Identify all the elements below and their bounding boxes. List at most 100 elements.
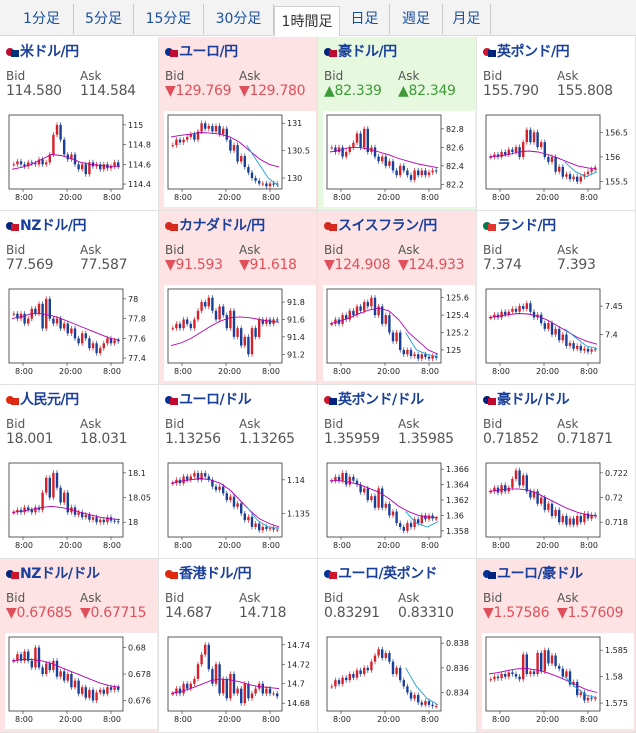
candle [576,345,579,349]
candle [34,507,37,513]
rate-card: 人民元/円 Bid Ask 18.001 18.031 18.1 18.05 18 8:00 20… [0,385,159,559]
candle [413,354,416,357]
candle [431,704,434,707]
pair-link[interactable]: ユーロ/英ポンド [324,563,438,583]
y-tick-label: 77.4 [128,354,146,363]
candle [417,170,420,176]
rate-card: カナダドル/円 Bid Ask ▼91.593 ▼91.618 91.8 91.6 91.4 9… [159,211,318,385]
mini-chart[interactable]: 14.74 14.72 14.7 14.68 8:00 20:00 8:00 [164,633,316,729]
tab-3[interactable]: 15分足 [134,4,204,34]
candle [427,172,431,176]
pair-link[interactable]: ユーロ/円 [165,41,238,61]
flag-icon [324,395,337,405]
mini-chart[interactable]: 125.6 125.4 125.2 125 8:00 20:00 8:00 [323,285,475,381]
mini-chart[interactable]: 18.1 18.05 18 8:00 20:00 8:00 [5,459,157,555]
chart-frame [326,114,442,190]
ask-value: ▼129.780 [239,83,306,99]
candle [522,142,525,157]
ask-label: Ask [398,243,420,257]
candle [70,328,73,334]
candle [511,672,514,674]
y-tick-label: 1.358 [446,527,469,536]
mini-chart[interactable]: 1.14 1.135 8:00 20:00 8:00 [164,459,316,555]
bid-value: ▼124.908 [324,257,391,273]
candle [171,145,174,147]
tab-4[interactable]: 30分足 [204,4,274,34]
pair-link[interactable]: カナダドル/円 [165,215,265,235]
mini-chart[interactable]: 131 130.5 130 8:00 20:00 8:00 [164,111,316,207]
candle [45,477,48,493]
pair-link[interactable]: ユーロ/豪ドル [483,563,583,583]
candle [514,674,518,677]
candle [23,313,26,324]
tab-6[interactable]: 日足 [340,4,390,34]
mini-chart[interactable]: 1.585 1.58 1.575 8:00 20:00 8:00 [482,633,634,729]
pair-link[interactable]: NZドル/ドル [6,563,100,583]
moving-average-line [170,132,280,168]
candle [250,516,254,527]
mini-chart[interactable]: 82.8 82.6 82.4 82.2 8:00 20:00 8:00 [323,111,475,207]
candle [363,488,366,493]
candle [504,152,507,155]
candle [352,476,355,481]
candle [250,693,254,699]
tab-1[interactable]: 1分足 [10,4,74,34]
mini-chart[interactable]: 1.366 1.364 1.362 1.36 1.358 8:00 20:00 8:00 [323,459,475,555]
y-tick-label: 91.6 [287,315,305,324]
candle [23,651,26,661]
pair-link[interactable]: 豪ドル/円 [324,41,397,61]
moving-average-line [405,511,439,528]
flag-icon [165,569,178,579]
x-tick-label: 8:00 [333,367,351,376]
candle [84,687,87,698]
candle [395,511,398,524]
mini-chart[interactable]: 0.68 0.678 0.676 8:00 20:00 8:00 [5,633,157,729]
candle [63,671,66,681]
bid-label: Bid [483,417,503,431]
pair-link[interactable]: 英ポンド/円 [483,41,570,61]
moving-average-line [11,313,121,341]
pair-link[interactable]: 香港ドル/円 [165,563,252,583]
mini-chart[interactable]: 156.5 156 155.5 8:00 20:00 8:00 [482,111,634,207]
candle [424,354,427,357]
pair-link[interactable]: 人民元/円 [6,389,79,409]
pair-link[interactable]: 豪ドル/ドル [483,389,570,409]
candle [41,667,44,674]
y-tick-label: 1.366 [446,465,469,474]
bid-label: Bid [6,417,26,431]
tab-5[interactable]: 1時間足 [274,6,340,36]
candle [243,513,246,521]
mini-chart[interactable]: 115 114.8 114.6 114.4 8:00 20:00 8:00 [5,111,157,207]
pair-link[interactable]: 米ドル/円 [6,41,79,61]
mini-chart[interactable]: 7.45 7.4 8:00 20:00 8:00 [482,285,634,381]
moving-average-line [488,668,598,693]
y-tick-label: 0.676 [128,696,151,705]
candle [175,688,178,694]
candle [117,687,120,690]
bid-value: 7.374 [483,257,522,273]
mini-chart[interactable]: 0.838 0.836 0.834 8:00 20:00 8:00 [323,633,475,729]
mini-chart[interactable]: 0.722 0.72 0.718 8:00 20:00 8:00 [482,459,634,555]
tab-2[interactable]: 5分足 [74,4,134,34]
mini-chart[interactable]: 78 77.8 77.6 77.4 8:00 20:00 8:00 [5,285,157,381]
candle [113,162,116,167]
rate-card: 豪ドル/円 Bid Ask ▲82.339 ▲82.349 82.8 82.6 82.4 82.… [318,37,477,211]
y-tick-label: 130 [287,174,302,183]
candle [268,528,272,530]
mini-chart[interactable]: 91.8 91.6 91.4 91.2 8:00 20:00 8:00 [164,285,316,381]
pair-link[interactable]: ユーロ/ドル [165,389,252,409]
pair-link[interactable]: 英ポンド/ドル [324,389,424,409]
x-tick-label: 20:00 [536,541,559,550]
tab-7[interactable]: 週足 [390,4,443,34]
candle [214,664,218,684]
ask-label: Ask [239,69,261,83]
tab-8[interactable]: 月足 [443,4,491,34]
x-tick-label: 8:00 [580,541,598,550]
rate-card: NZドル/円 Bid Ask 77.569 77.587 78 77.8 77.6 77.4 8:… [0,211,159,385]
pair-link[interactable]: ランド/円 [483,215,556,235]
x-tick-label: 8:00 [103,367,121,376]
pair-link[interactable]: NZドル/円 [6,215,86,235]
pair-link[interactable]: スイスフラン/円 [324,215,437,235]
candle [240,328,243,346]
candle [254,523,257,527]
